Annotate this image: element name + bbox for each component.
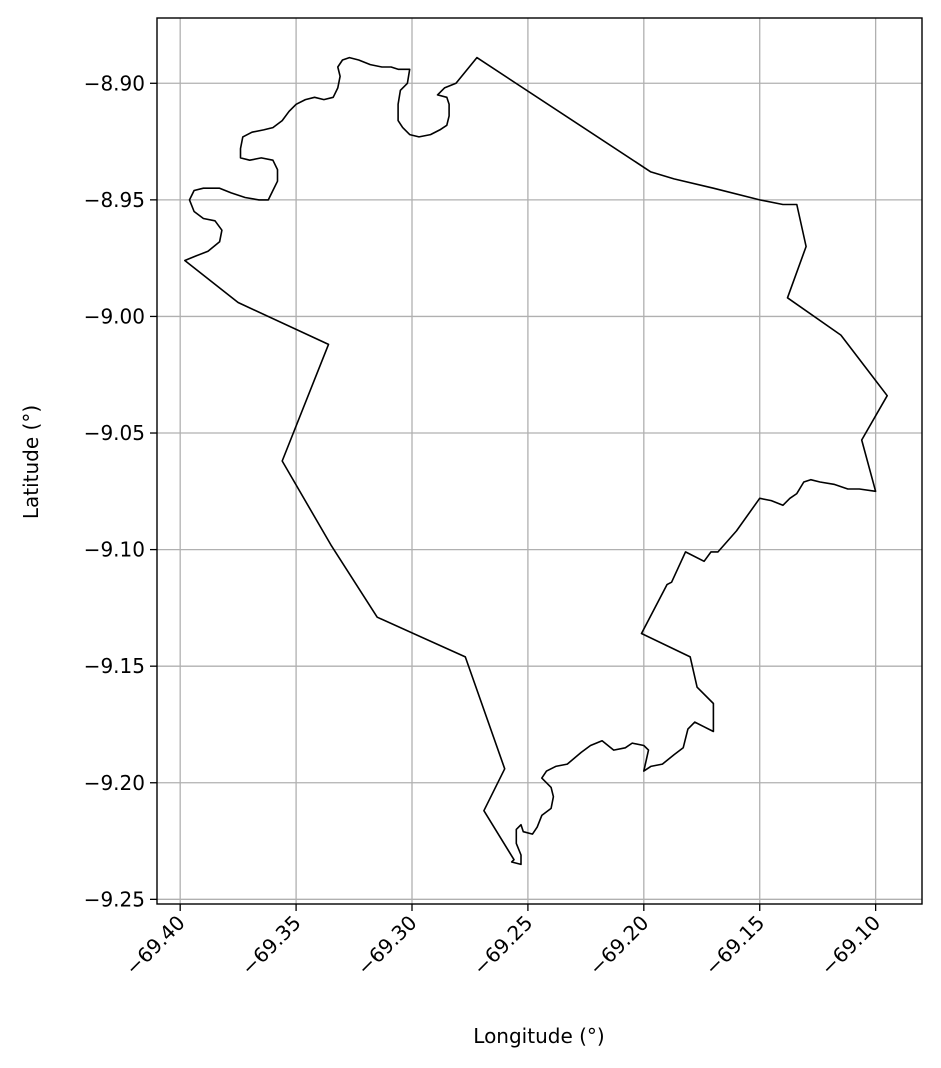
y-tick-label: −8.95 [84,188,145,212]
x-tick-label: −69.30 [352,911,421,980]
y-tick-label: −8.90 [84,71,145,95]
y-axis: −8.90 −8.95 −9.00 −9.05 −9.10 −9.15 −9.20 −9.25 [84,71,157,911]
y-tick-label: −9.25 [84,887,145,911]
x-tick-label: −69.40 [120,911,189,980]
x-tick-label: −69.25 [468,911,537,980]
x-axis: −69.40 −69.35 −69.30 −69.25 −69.20 −69.15 −69.… [120,904,885,980]
y-tick-label: −9.00 [84,304,145,328]
grid-lines [157,18,922,904]
y-tick-label: −9.20 [84,771,145,795]
y-tick-label: −9.15 [84,654,145,678]
boundary-outline [184,56,888,866]
x-tick-label: −69.10 [816,911,885,980]
plot-frame [156,17,923,905]
x-axis-label: Longitude (°) [473,1024,604,1048]
y-axis-label: Latitude (°) [19,405,43,519]
x-tick-label: −69.35 [236,911,305,980]
x-tick-label: −69.20 [584,911,653,980]
y-tick-label: −9.10 [84,538,145,562]
y-tick-label: −9.05 [84,421,145,445]
x-tick-label: −69.15 [700,911,769,980]
